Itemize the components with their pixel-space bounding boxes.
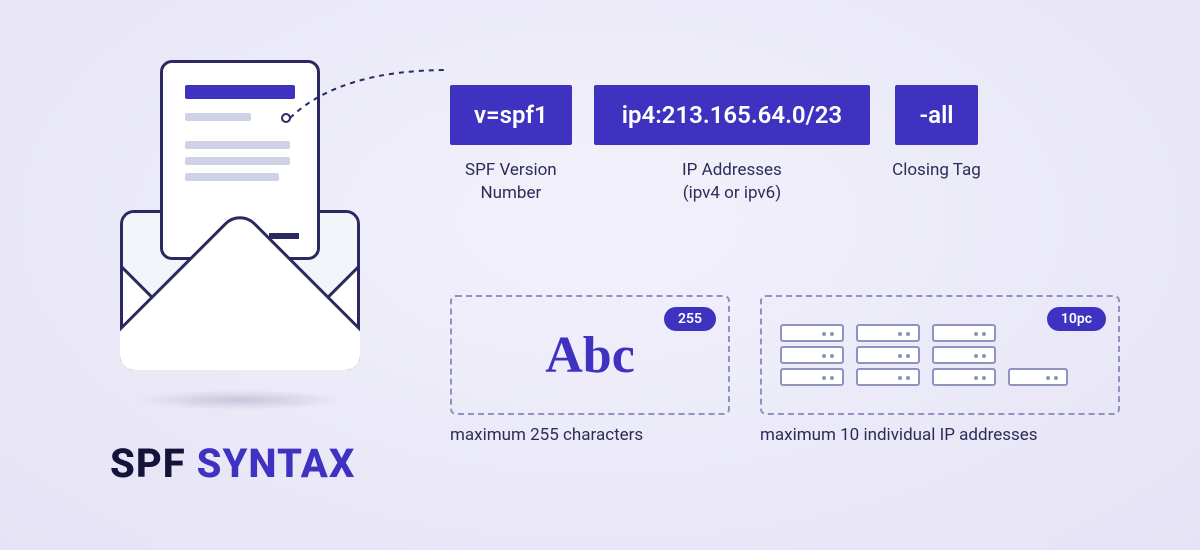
envelope-shadow xyxy=(135,390,345,410)
document-paper xyxy=(160,60,320,260)
server-unit xyxy=(856,368,920,386)
server-unit xyxy=(780,324,844,342)
token-version: v=spf1 SPF VersionNumber xyxy=(450,85,572,205)
token-all-label: Closing Tag xyxy=(892,159,981,182)
title-word-spf: SPF xyxy=(110,440,186,487)
token-version-label: SPF VersionNumber xyxy=(465,159,557,205)
token-ip-label: IP Addresses(ipv4 or ipv6) xyxy=(682,159,782,205)
doc-signature xyxy=(269,233,299,239)
title-word-syntax: SYNTAX xyxy=(197,440,356,487)
constraint-ips: 10pc xyxy=(760,295,1120,445)
server-rack xyxy=(1008,368,1068,386)
server-rack xyxy=(932,324,996,386)
infographic-canvas: SPF SYNTAX v=spf1 SPF VersionNumber ip4:… xyxy=(0,0,1200,550)
server-unit xyxy=(932,324,996,342)
doc-line xyxy=(185,113,251,121)
constraint-ips-box: 10pc xyxy=(760,295,1120,415)
server-unit xyxy=(780,368,844,386)
doc-line xyxy=(185,141,290,149)
constraint-chars-box: 255 Abc xyxy=(450,295,730,415)
server-racks xyxy=(762,324,1118,386)
syntax-tokens-row: v=spf1 SPF VersionNumber ip4:213.165.64.… xyxy=(450,85,1120,205)
server-unit xyxy=(856,324,920,342)
server-unit xyxy=(1008,368,1068,386)
token-all-box: -all xyxy=(895,85,977,145)
constraint-chars-caption: maximum 255 characters xyxy=(450,425,730,445)
main-title: SPF SYNTAX xyxy=(110,440,355,487)
token-ip-box: ip4:213.165.64.0/23 xyxy=(594,85,870,145)
badge-10pc: 10pc xyxy=(1047,307,1106,331)
constraint-ips-caption: maximum 10 individual IP addresses xyxy=(760,425,1120,445)
server-unit xyxy=(932,346,996,364)
server-unit xyxy=(856,346,920,364)
server-rack xyxy=(856,324,920,386)
envelope-illustration xyxy=(110,60,370,380)
abc-glyph: Abc xyxy=(545,326,635,385)
token-version-box: v=spf1 xyxy=(450,85,572,145)
server-rack xyxy=(780,324,844,386)
server-unit xyxy=(932,368,996,386)
doc-line xyxy=(185,157,290,165)
doc-header-bar xyxy=(185,85,295,99)
constraint-chars: 255 Abc maximum 255 characters xyxy=(450,295,730,445)
doc-line xyxy=(185,173,279,181)
constraints-row: 255 Abc maximum 255 characters 10pc xyxy=(450,295,1120,445)
server-unit xyxy=(780,346,844,364)
token-all: -all Closing Tag xyxy=(892,85,981,205)
token-ip: ip4:213.165.64.0/23 IP Addresses(ipv4 or… xyxy=(594,85,870,205)
badge-255: 255 xyxy=(664,307,716,331)
